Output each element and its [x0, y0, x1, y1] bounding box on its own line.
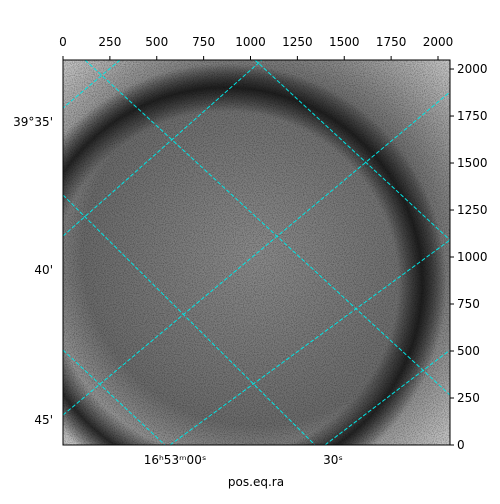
x-tick-label: 0 — [59, 35, 67, 49]
dec-tick-label: 45' — [34, 413, 53, 427]
x-axis-label: pos.eq.ra — [228, 475, 284, 489]
ra-tick-label: 16ʰ53ᵐ00ˢ — [144, 453, 207, 467]
y-tick-label: 250 — [457, 391, 480, 405]
y-tick-label: 2000 — [457, 62, 488, 76]
y-tick-label: 1500 — [457, 156, 488, 170]
y-tick-label: 1750 — [457, 109, 488, 123]
y-tick-label: 1250 — [457, 203, 488, 217]
x-tick-label: 1500 — [329, 35, 360, 49]
y-tick-label: 0 — [457, 438, 465, 452]
x-tick-label: 1000 — [235, 35, 266, 49]
image — [63, 60, 450, 445]
y-tick-label: 500 — [457, 344, 480, 358]
x-tick-label: 1250 — [282, 35, 313, 49]
dec-tick-label: 39°35' — [13, 115, 53, 129]
x-tick-label: 1750 — [376, 35, 407, 49]
ra-tick-label: 30ˢ — [323, 453, 343, 467]
x-tick-label: 500 — [145, 35, 168, 49]
plot-frame — [62, 59, 451, 446]
x-tick-label: 250 — [98, 35, 121, 49]
dec-tick-label: 40' — [34, 263, 53, 277]
y-tick-label: 750 — [457, 297, 480, 311]
x-tick-label: 2000 — [423, 35, 454, 49]
coordinate-grid — [63, 60, 450, 445]
y-tick-label: 1000 — [457, 250, 488, 264]
x-tick-label: 750 — [192, 35, 215, 49]
